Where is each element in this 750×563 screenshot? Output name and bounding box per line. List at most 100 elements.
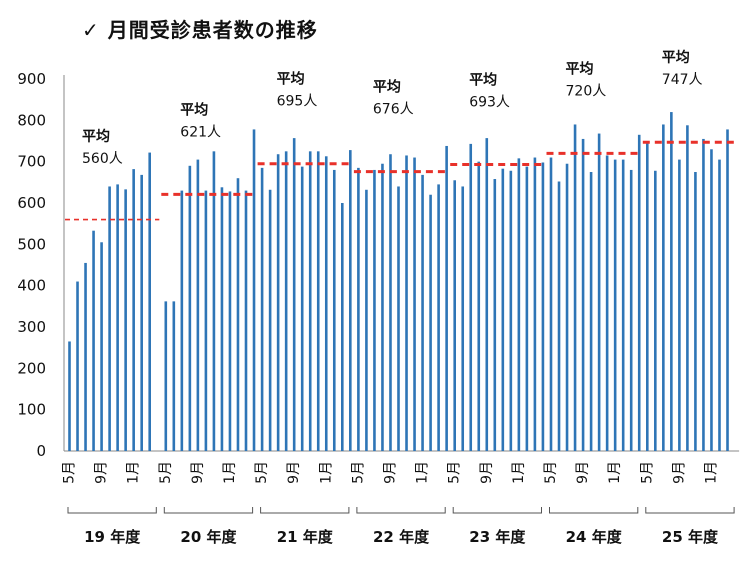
bar <box>292 138 296 451</box>
bar <box>557 181 561 452</box>
bar <box>509 170 513 451</box>
fiscal-year-label: 19 年度 <box>84 528 141 546</box>
bar <box>84 262 87 451</box>
bar <box>252 129 256 451</box>
y-tick-label: 600 <box>17 194 46 212</box>
month-tick-label: 9月 <box>190 461 206 484</box>
month-tick-label: 5月 <box>62 461 78 484</box>
bar <box>124 189 127 452</box>
bar <box>164 301 168 451</box>
average-label-value: 695人 <box>277 94 318 110</box>
fiscal-year-bracket <box>452 507 542 514</box>
bar <box>549 157 553 452</box>
fiscal-year-label: 25 年度 <box>662 528 719 546</box>
month-tick-label: 1月 <box>607 461 623 484</box>
bar <box>341 203 344 451</box>
fiscal-year-label: 22 年度 <box>373 528 430 546</box>
bar <box>204 190 208 451</box>
bar <box>220 187 224 451</box>
bar <box>276 154 280 451</box>
average-label-heading: 平均 <box>566 60 594 77</box>
average-label-heading: 平均 <box>469 72 497 89</box>
month-tick-label: 9月 <box>94 461 110 484</box>
y-tick-label: 800 <box>17 111 46 129</box>
bar <box>260 167 264 451</box>
bar <box>300 166 304 452</box>
bar <box>678 159 681 451</box>
bar <box>718 159 721 451</box>
bar <box>437 184 440 451</box>
month-tick-label: 9月 <box>575 461 591 484</box>
bar <box>646 141 649 451</box>
bar <box>694 172 697 451</box>
month-tick-label: 5月 <box>639 461 655 484</box>
bar <box>710 149 713 451</box>
bar <box>613 159 617 451</box>
month-tick-label: 9月 <box>479 461 495 484</box>
bar <box>581 138 585 451</box>
bar <box>637 134 641 452</box>
bar <box>670 112 673 452</box>
month-tick-label: 9月 <box>286 461 302 484</box>
bar <box>357 167 360 451</box>
month-tick-label: 9月 <box>671 461 687 484</box>
bar <box>469 143 473 452</box>
bar <box>686 125 689 451</box>
average-label-value: 621人 <box>180 124 221 140</box>
bar <box>332 169 336 451</box>
bar <box>188 165 192 452</box>
bar <box>148 152 151 451</box>
bar <box>365 189 368 452</box>
bar <box>373 169 376 451</box>
fiscal-year-label: 20 年度 <box>180 528 237 546</box>
bar <box>172 301 176 451</box>
month-tick-label: 5月 <box>158 461 174 484</box>
fiscal-year-label: 23 年度 <box>469 528 526 546</box>
month-tick-label: 1月 <box>511 461 527 484</box>
y-tick-label: 400 <box>17 277 46 295</box>
bar <box>525 166 529 452</box>
fiscal-year-bracket <box>549 507 639 514</box>
bar <box>565 163 569 451</box>
bar <box>212 151 216 452</box>
bar <box>485 138 489 451</box>
bar <box>453 180 456 451</box>
month-tick-label: 1月 <box>415 461 431 484</box>
y-tick-label: 900 <box>17 70 46 88</box>
y-tick-label: 300 <box>17 318 46 336</box>
bar <box>180 190 184 451</box>
bar <box>196 159 200 451</box>
month-tick-label: 5月 <box>543 461 559 484</box>
average-label-value: 720人 <box>566 83 607 99</box>
bar <box>108 186 111 451</box>
bar <box>629 169 633 451</box>
average-label-value: 747人 <box>662 72 703 88</box>
month-tick-label: 1月 <box>126 461 142 484</box>
bar <box>116 184 119 451</box>
bar <box>92 230 95 451</box>
bar <box>349 150 352 452</box>
bar <box>517 158 521 452</box>
bar <box>381 163 384 451</box>
average-label-heading: 平均 <box>82 128 110 145</box>
y-tick-label: 100 <box>17 401 46 419</box>
month-tick-label: 5月 <box>447 461 463 484</box>
bar <box>284 151 288 452</box>
bar <box>662 124 665 451</box>
month-tick-label: 1月 <box>318 461 334 484</box>
bar <box>597 133 601 451</box>
bar <box>413 157 416 452</box>
bar <box>268 189 272 452</box>
bar <box>140 174 143 452</box>
bar <box>389 154 392 451</box>
bar <box>461 186 465 451</box>
bar <box>621 159 625 451</box>
bar <box>421 174 424 452</box>
average-label-value: 676人 <box>373 102 414 118</box>
y-tick-label: 700 <box>17 153 46 171</box>
y-tick-label: 200 <box>17 359 46 377</box>
bar <box>429 194 432 451</box>
bar <box>541 162 545 451</box>
month-tick-label: 1月 <box>703 461 719 484</box>
bar <box>244 190 248 451</box>
